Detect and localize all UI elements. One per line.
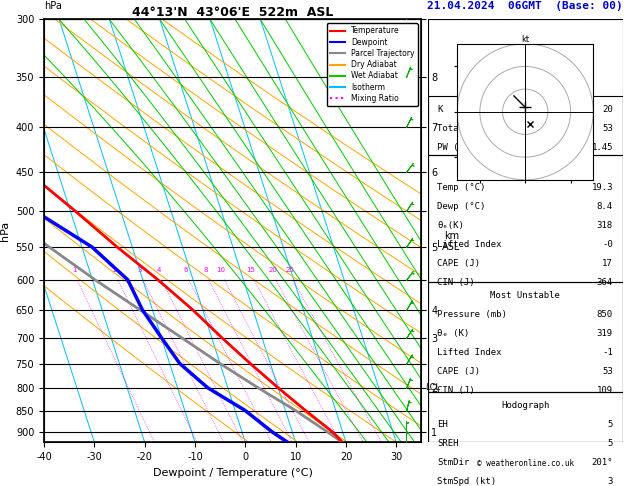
Text: Hodograph: Hodograph — [501, 401, 549, 410]
Text: 20: 20 — [268, 267, 277, 274]
Text: 3: 3 — [138, 267, 142, 274]
Text: 2: 2 — [113, 267, 117, 274]
Y-axis label: hPa: hPa — [0, 221, 10, 241]
Text: EH: EH — [438, 420, 448, 429]
Text: 4: 4 — [156, 267, 160, 274]
Text: 17: 17 — [602, 259, 613, 268]
Text: Pressure (mb): Pressure (mb) — [438, 310, 508, 319]
Text: 1.45: 1.45 — [591, 143, 613, 152]
Text: 15: 15 — [247, 267, 255, 274]
Text: -1: -1 — [602, 348, 613, 357]
Text: 25: 25 — [286, 267, 294, 274]
Text: 21.04.2024  06GMT  (Base: 00): 21.04.2024 06GMT (Base: 00) — [427, 1, 623, 11]
Text: 10: 10 — [216, 267, 226, 274]
Text: 319: 319 — [597, 329, 613, 338]
Text: Lifted Index: Lifted Index — [438, 240, 502, 249]
Text: -0: -0 — [602, 240, 613, 249]
Text: Temp (°C): Temp (°C) — [438, 183, 486, 192]
Text: StmDir: StmDir — [438, 458, 470, 467]
X-axis label: kt: kt — [521, 35, 529, 44]
Text: 19.3: 19.3 — [591, 183, 613, 192]
Text: Dewp (°C): Dewp (°C) — [438, 202, 486, 211]
Text: 3: 3 — [608, 477, 613, 486]
X-axis label: Dewpoint / Temperature (°C): Dewpoint / Temperature (°C) — [153, 468, 313, 478]
Text: Lifted Index: Lifted Index — [438, 348, 502, 357]
Text: CIN (J): CIN (J) — [438, 278, 475, 287]
Text: 364: 364 — [597, 278, 613, 287]
Text: Most Unstable: Most Unstable — [490, 291, 560, 300]
Text: PW (cm): PW (cm) — [438, 143, 475, 152]
Y-axis label: km
ASL: km ASL — [442, 231, 460, 252]
Text: Totals Totals: Totals Totals — [438, 124, 508, 133]
Text: 201°: 201° — [591, 458, 613, 467]
Text: Surface: Surface — [506, 164, 544, 173]
Text: CAPE (J): CAPE (J) — [438, 367, 481, 376]
Text: 5: 5 — [608, 420, 613, 429]
Text: 6: 6 — [183, 267, 187, 274]
Text: hPa: hPa — [44, 1, 62, 11]
Text: 8.4: 8.4 — [597, 202, 613, 211]
Text: 53: 53 — [602, 367, 613, 376]
Text: 318: 318 — [597, 221, 613, 230]
Text: © weatheronline.co.uk: © weatheronline.co.uk — [477, 459, 574, 468]
Text: 850: 850 — [597, 310, 613, 319]
Text: 5: 5 — [608, 439, 613, 448]
Text: θₑ (K): θₑ (K) — [438, 329, 470, 338]
Text: CAPE (J): CAPE (J) — [438, 259, 481, 268]
Text: 1: 1 — [72, 267, 76, 274]
Text: 20: 20 — [602, 105, 613, 114]
Text: K: K — [438, 105, 443, 114]
Text: CIN (J): CIN (J) — [438, 386, 475, 395]
Text: LCL: LCL — [425, 383, 440, 392]
Text: 53: 53 — [602, 124, 613, 133]
Text: θₑ(K): θₑ(K) — [438, 221, 464, 230]
Legend: Temperature, Dewpoint, Parcel Trajectory, Dry Adiabat, Wet Adiabat, Isotherm, Mi: Temperature, Dewpoint, Parcel Trajectory… — [326, 23, 418, 106]
Text: StmSpd (kt): StmSpd (kt) — [438, 477, 496, 486]
Text: 8: 8 — [203, 267, 208, 274]
Text: SREH: SREH — [438, 439, 459, 448]
Title: 44°13'N  43°06'E  522m  ASL: 44°13'N 43°06'E 522m ASL — [132, 6, 333, 19]
Text: 109: 109 — [597, 386, 613, 395]
